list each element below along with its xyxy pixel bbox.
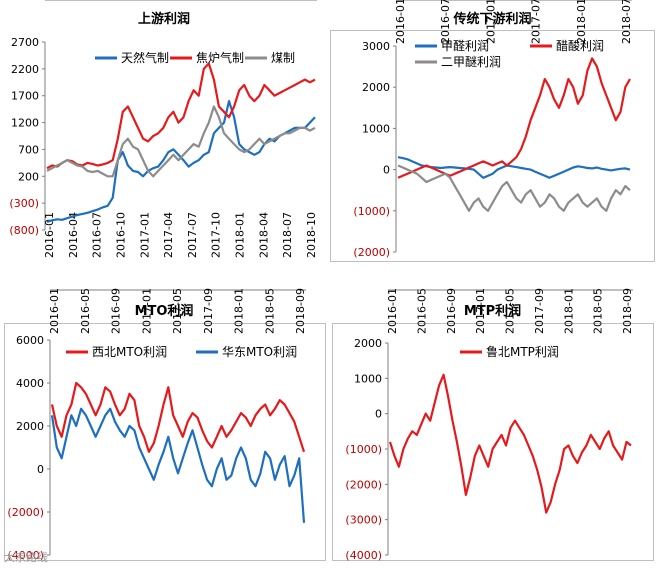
chart-svg-mto: 6000 4000 2000 0 (2000) (4000) 2016-01 2016-05 2… <box>7 288 307 562</box>
legend-label: 华东MTO利润 <box>222 345 297 359</box>
x-tick-label: 2018-01 <box>562 288 575 334</box>
series-line-2 <box>46 105 316 178</box>
chart-title: MTO利润 <box>134 304 194 319</box>
x-tick-label: 2017-01 <box>138 212 151 258</box>
x-tick-label: 2017-05 <box>171 288 184 334</box>
x-tick-label: 2016-05 <box>415 288 428 334</box>
x-tick-label: 2016-05 <box>79 288 92 334</box>
x-tick-label: 2018-09 <box>621 288 634 334</box>
x-tick-label: 2017-09 <box>533 288 546 334</box>
legend-label: 天然气制 <box>121 50 169 65</box>
y-tick-label: (2000) <box>7 506 44 519</box>
y-tick-label: (1000) <box>345 443 382 456</box>
y-tick-label: 1000 <box>354 372 382 385</box>
legend-label: 煤制 <box>271 51 295 65</box>
chart-frame <box>332 323 654 561</box>
series-line-0 <box>397 156 631 179</box>
y-tick-label: (2000) <box>345 478 382 491</box>
legend-label: 西北MTO利润 <box>92 345 167 359</box>
series-line-1 <box>50 407 306 523</box>
legend-label: 焦炉气制 <box>196 50 244 65</box>
x-tick-label: 2018-09 <box>294 288 307 334</box>
x-tick-label: 2017-10 <box>210 212 223 258</box>
chart-title: 上游利润 <box>137 12 190 27</box>
chart-svg-traditional: 3000 2000 1000 0 (1000) (2000) 2016-01 2016-07 2… <box>353 0 633 259</box>
legend-label: 甲醛利润 <box>441 38 489 53</box>
y-tick-label: 4000 <box>16 377 44 390</box>
x-tick-label: 2017-04 <box>162 212 175 258</box>
watermark: 大宗路线 <box>4 551 48 564</box>
x-tick-label: 2016-07 <box>91 212 104 258</box>
chart-mtp-profit: MTP利润 2000 1000 0 (1000) (2000) (3000) (4000) 2… <box>328 288 657 572</box>
y-tick-label: (800) <box>9 224 39 237</box>
series-line-0 <box>50 381 306 453</box>
series-line-1 <box>397 57 631 179</box>
chart-svg-mtp: 2000 1000 0 (1000) (2000) (3000) (4000) 2016-01… <box>345 288 634 562</box>
chart-frame <box>330 30 655 262</box>
x-tick-label: 2018-04 <box>257 212 270 258</box>
x-tick-label: 2016-09 <box>445 288 458 334</box>
y-tick-label: 6000 <box>16 334 44 347</box>
chart-svg-upstream: 2700 2200 1700 1200 700 200 (300) (800) 2016-01 2… <box>9 0 318 258</box>
y-tick-label: 0 <box>375 408 382 421</box>
chart-mto-profit: MTO利润 6000 4000 2000 0 (2000) (4000) 2016-01 20… <box>0 288 328 572</box>
legend-label: 二甲醚利润 <box>441 55 501 69</box>
x-tick-label: 2017-07 <box>530 0 543 44</box>
y-tick-label: (4000) <box>345 549 382 562</box>
x-tick-label: 2018-01 <box>233 288 246 334</box>
series-line-1 <box>46 62 316 170</box>
y-tick-label: 0 <box>37 463 44 476</box>
y-tick-label: 2200 <box>11 63 39 76</box>
x-tick-label: 2017-01 <box>484 0 497 44</box>
y-tick-label: 1000 <box>362 122 390 135</box>
legend-label: 醋酸利润 <box>556 38 604 53</box>
x-tick-label: 2016-01 <box>43 212 56 258</box>
x-tick-label: 2017-05 <box>504 288 517 334</box>
y-tick-label: (2000) <box>353 246 390 259</box>
x-tick-label: 2018-10 <box>305 212 318 258</box>
series-line-2 <box>397 164 631 212</box>
y-tick-label: 3000 <box>362 40 390 53</box>
x-tick-label: 2016-04 <box>67 212 80 258</box>
x-tick-label: 2018-07 <box>281 212 294 258</box>
x-tick-label: 2016-09 <box>110 288 123 334</box>
chart-traditional-downstream-profit: 传统下游利润 3000 2000 1000 0 (1000) (2000) 2016-01 2… <box>328 0 657 272</box>
y-tick-label: 1200 <box>11 117 39 130</box>
y-tick-label: 200 <box>18 170 39 183</box>
chart-upstream-profit: 上游利润 2700 2200 1700 1200 700 200 (300) (800) 201… <box>0 0 328 272</box>
x-tick-label: 2016-10 <box>114 212 127 258</box>
legend-label: 鲁北MTP利润 <box>486 345 559 359</box>
x-tick-label: 2016-01 <box>48 288 61 334</box>
y-tick-label: 2000 <box>16 420 44 433</box>
x-tick-label: 2016-07 <box>439 0 452 44</box>
y-tick-label: 700 <box>18 143 39 156</box>
x-tick-label: 2018-05 <box>263 288 276 334</box>
x-tick-label: 2018-05 <box>592 288 605 334</box>
chart-title: MTP利润 <box>463 304 522 319</box>
x-tick-label: 2017-01 <box>474 288 487 334</box>
x-tick-label: 2017-07 <box>186 212 199 258</box>
y-tick-label: 2000 <box>362 81 390 94</box>
x-tick-label: 2017-09 <box>202 288 215 334</box>
x-tick-label: 2016-01 <box>386 288 399 334</box>
y-tick-label: (300) <box>9 197 39 210</box>
y-tick-label: 2700 <box>11 36 39 49</box>
chart-frame <box>4 323 326 561</box>
x-tick-label: 2016-01 <box>394 0 407 44</box>
y-tick-label: 0 <box>383 164 390 177</box>
y-tick-label: 2000 <box>354 337 382 350</box>
y-tick-label: (3000) <box>345 514 382 527</box>
x-tick-label: 2018-07 <box>620 0 633 44</box>
x-tick-label: 2018-01 <box>234 212 247 258</box>
x-tick-label: 2017-01 <box>140 288 153 334</box>
y-tick-label: (1000) <box>353 205 390 218</box>
series-line-0 <box>388 373 632 514</box>
x-tick-label: 2018-01 <box>575 0 588 44</box>
chart-title: 传统下游利润 <box>453 12 532 27</box>
y-tick-label: 1700 <box>11 90 39 103</box>
y-tick-label: (4000) <box>7 549 44 562</box>
